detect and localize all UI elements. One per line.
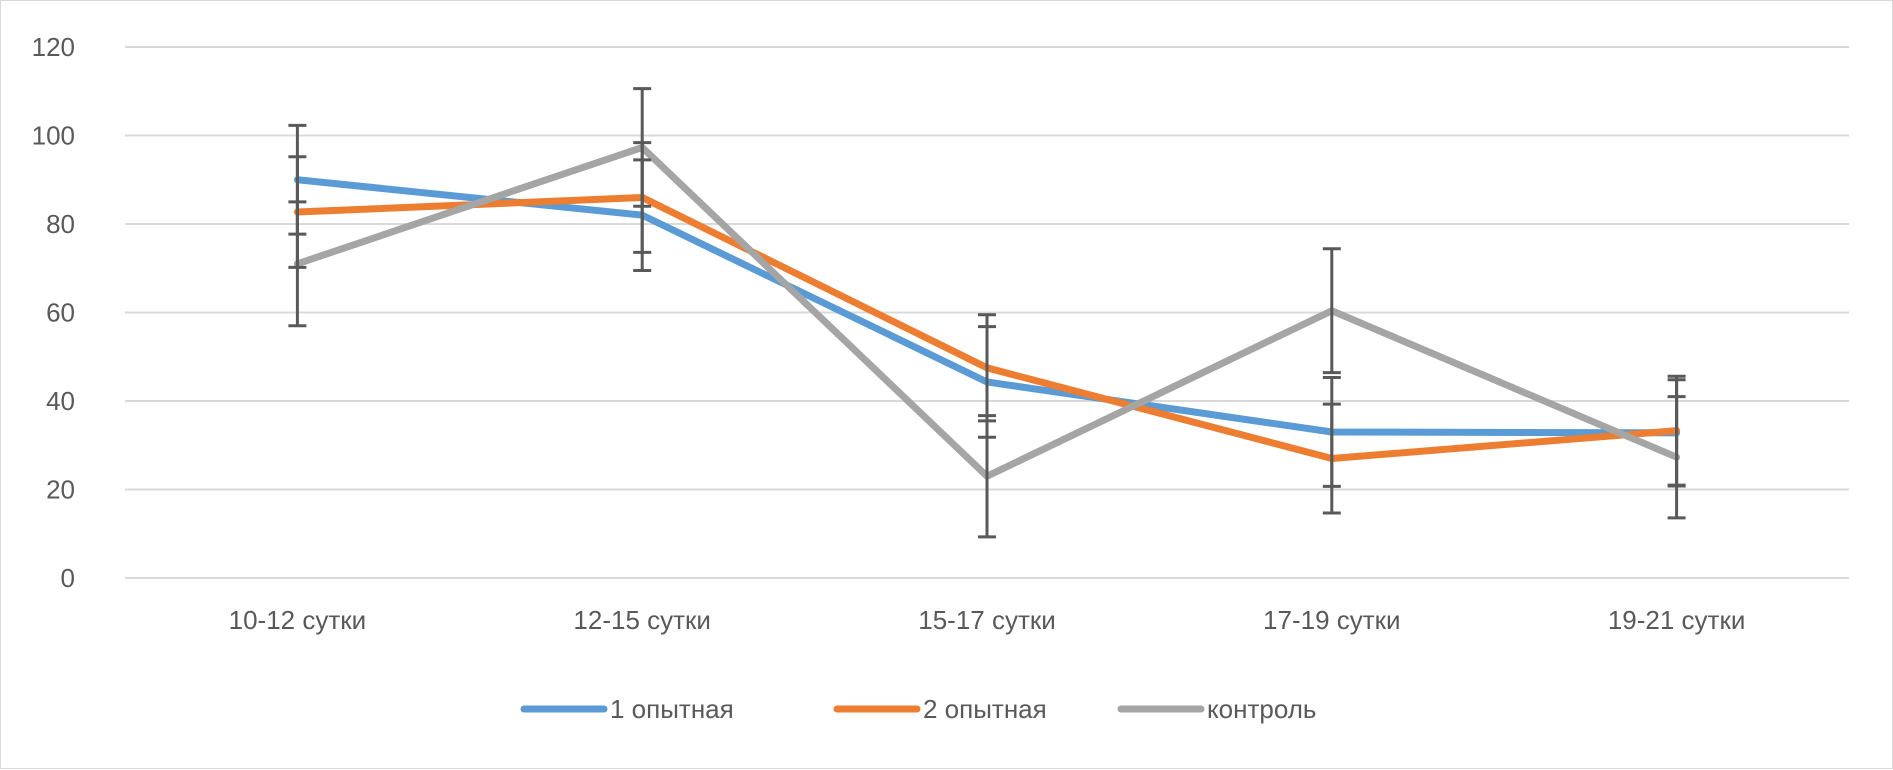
legend-label: контроль — [1207, 694, 1316, 724]
y-tick-label: 80 — [46, 209, 75, 239]
y-tick-label: 40 — [46, 386, 75, 416]
y-tick-label: 100 — [32, 121, 75, 151]
legend-label: 2 опытная — [923, 694, 1047, 724]
y-tick-label: 0 — [61, 563, 75, 593]
y-tick-label: 20 — [46, 475, 75, 505]
y-tick-label: 60 — [46, 298, 75, 328]
y-tick-label: 120 — [32, 32, 75, 62]
x-tick-label: 17-19 сутки — [1263, 605, 1401, 635]
x-tick-label: 19-21 сутки — [1608, 605, 1746, 635]
x-tick-label: 12-15 сутки — [573, 605, 711, 635]
x-tick-label: 15-17 сутки — [918, 605, 1056, 635]
x-tick-label: 10-12 сутки — [229, 605, 367, 635]
legend-label: 1 опытная — [610, 694, 734, 724]
